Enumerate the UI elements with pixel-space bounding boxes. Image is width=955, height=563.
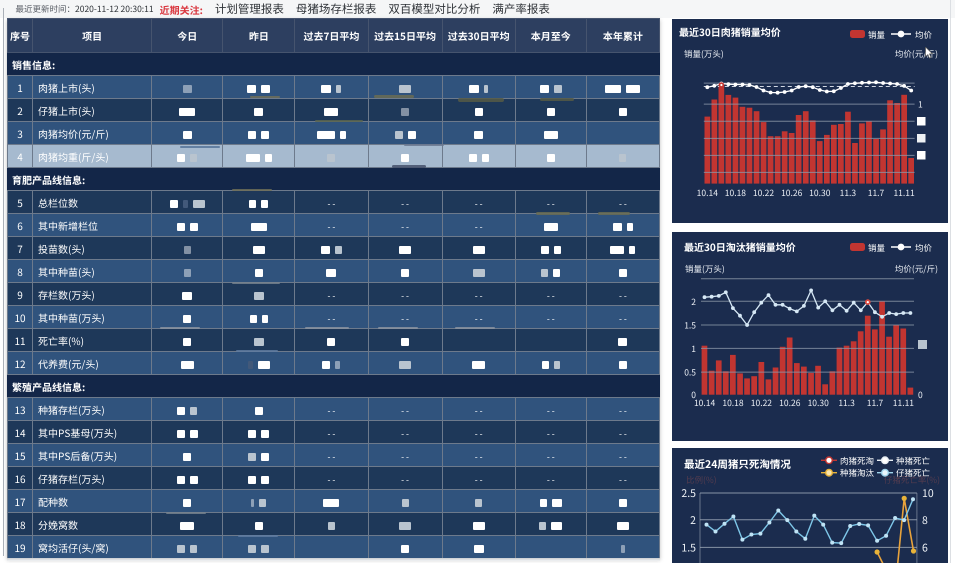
svg-text:11.3: 11.3 <box>838 397 855 409</box>
svg-text:2: 2 <box>690 513 696 528</box>
svg-text:销量(万头): 销量(万头) <box>684 48 724 60</box>
svg-text:最近24周猪只死淘情况: 最近24周猪只死淘情况 <box>684 457 791 472</box>
svg-text:10.18: 10.18 <box>722 397 744 409</box>
svg-text:仔猪死亡率(%): 仔猪死亡率(%) <box>884 474 940 486</box>
svg-text:8: 8 <box>922 513 928 528</box>
svg-text:销量(万头): 销量(万头) <box>685 263 725 275</box>
svg-text:种猪死亡: 种猪死亡 <box>896 455 931 467</box>
svg-text:1.5: 1.5 <box>684 320 696 332</box>
svg-text:10: 10 <box>922 486 934 501</box>
svg-text:11.7: 11.7 <box>868 187 885 199</box>
svg-text:11.11: 11.11 <box>893 187 915 199</box>
svg-text:均价(元/斤): 均价(元/斤) <box>895 263 938 275</box>
svg-text:肉猪死淘: 肉猪死淘 <box>840 455 874 467</box>
svg-text:均价: 均价 <box>915 29 933 41</box>
svg-text:2.5: 2.5 <box>681 486 696 501</box>
svg-text:1: 1 <box>918 99 923 111</box>
svg-text:11.7: 11.7 <box>867 397 884 409</box>
svg-text:10.18: 10.18 <box>725 187 747 199</box>
svg-text:6: 6 <box>922 540 928 555</box>
svg-text:均价: 均价 <box>915 242 933 254</box>
svg-text:最近30日肉猪销量均价: 最近30日肉猪销量均价 <box>679 24 781 39</box>
svg-text:1.5: 1.5 <box>681 540 696 555</box>
svg-text:10.30: 10.30 <box>809 187 831 199</box>
svg-text:11.11: 11.11 <box>893 397 915 409</box>
svg-text:0.5: 0.5 <box>684 367 696 379</box>
svg-text:10.26: 10.26 <box>779 397 801 409</box>
svg-text:10.22: 10.22 <box>753 187 775 199</box>
svg-text:10.30: 10.30 <box>808 397 830 409</box>
svg-text:仔猪死亡: 仔猪死亡 <box>896 467 931 479</box>
svg-text:种猪淘汰: 种猪淘汰 <box>840 467 875 479</box>
svg-text:销量: 销量 <box>868 29 886 41</box>
svg-text:比例(%): 比例(%) <box>686 474 717 486</box>
svg-text:最近30日淘汰猪销量均价: 最近30日淘汰猪销量均价 <box>684 239 796 254</box>
svg-text:1: 1 <box>691 343 696 355</box>
svg-text:2: 2 <box>691 296 696 308</box>
svg-text:销量: 销量 <box>868 242 886 254</box>
svg-text:0: 0 <box>691 389 696 401</box>
svg-text:10.22: 10.22 <box>751 397 773 409</box>
svg-text:11.3: 11.3 <box>840 187 857 199</box>
svg-text:10.14: 10.14 <box>697 187 719 199</box>
svg-text:10.26: 10.26 <box>781 187 803 199</box>
svg-text:10.14: 10.14 <box>694 397 716 409</box>
svg-text:0: 0 <box>918 389 923 401</box>
